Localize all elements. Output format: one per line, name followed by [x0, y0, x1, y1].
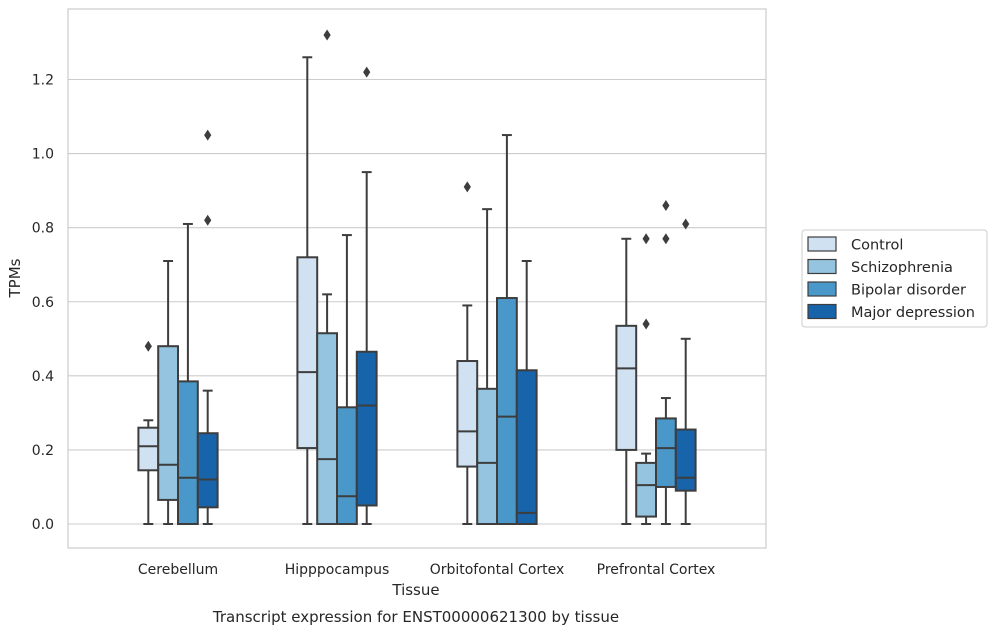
y-axis-label: TPMs	[6, 258, 24, 298]
y-tick-label: 0.0	[32, 517, 54, 533]
legend-label: Control	[851, 238, 903, 254]
box-body	[674, 428, 697, 492]
legend: Control Schizophrenia Bipolar disorder Majo…	[801, 229, 988, 328]
x-tick-labels: Cerebellum Hipppocampus Orbitofontal Corte…	[138, 562, 715, 578]
box-control	[615, 237, 638, 525]
box-schizophrenia	[635, 233, 658, 525]
box-major-depression	[515, 260, 538, 525]
box-body	[476, 387, 499, 525]
box-control	[296, 56, 319, 525]
outlier-point	[204, 214, 212, 226]
box-bipolar-disorder	[177, 222, 199, 525]
legend-frame	[801, 229, 988, 328]
outlier-point	[463, 181, 471, 193]
outlier-point	[363, 66, 371, 78]
outlier-point	[204, 129, 212, 141]
plot-frame	[67, 8, 767, 549]
box-major-depression	[196, 129, 219, 525]
box-body	[615, 324, 638, 451]
boxes	[137, 29, 697, 526]
box-body	[635, 461, 658, 518]
box-body	[496, 297, 518, 525]
legend-swatch	[807, 303, 837, 320]
box-schizophrenia	[316, 29, 339, 525]
x-axis-label: Tissue	[391, 581, 439, 599]
box-bipolar-disorder	[496, 134, 518, 525]
box-body	[655, 417, 677, 488]
legend-swatch	[807, 236, 837, 252]
x-tick-label: Cerebellum	[138, 562, 218, 578]
legend-label: Major depression	[851, 305, 975, 321]
outlier-point	[642, 318, 650, 330]
y-tick-label: 0.4	[32, 369, 54, 385]
chart-title: Transcript expression for ENST0000062130…	[212, 608, 619, 626]
box-schizophrenia	[157, 260, 179, 525]
box-body	[316, 332, 339, 525]
box-major-depression	[674, 218, 697, 525]
outlier-point	[662, 199, 670, 211]
outlier-point	[682, 218, 690, 230]
box-body	[296, 256, 319, 450]
y-tick-label: 1.0	[32, 147, 54, 163]
box-body	[157, 345, 179, 501]
box-body	[196, 432, 219, 509]
y-tick-label: 0.6	[32, 295, 54, 311]
legend-label: Schizophrenia	[851, 260, 953, 276]
legend-swatch	[807, 281, 837, 297]
box-control	[137, 340, 160, 525]
outlier-point	[323, 29, 331, 41]
box-control	[456, 181, 479, 525]
y-tick-labels: 0.0 0.2 0.4 0.6 0.8 1.0 1.2	[32, 73, 54, 534]
box-body	[177, 380, 199, 525]
box-bipolar-disorder	[336, 234, 358, 526]
x-tick-label: Hipppocampus	[285, 562, 390, 578]
box-body	[456, 360, 479, 468]
box-major-depression	[355, 66, 378, 525]
box-bipolar-disorder	[655, 199, 677, 525]
outlier-point	[642, 233, 650, 245]
box-body	[355, 350, 378, 507]
legend-swatch	[807, 258, 837, 275]
box-body	[336, 406, 358, 526]
box-body	[515, 369, 538, 525]
y-tick-label: 0.8	[32, 221, 54, 237]
box-body	[137, 426, 160, 472]
x-tick-label: Prefrontal Cortex	[597, 562, 716, 578]
outlier-point	[662, 233, 670, 245]
box-schizophrenia	[476, 208, 499, 525]
x-tick-label: Orbitofontal Cortex	[430, 562, 565, 578]
y-tick-label: 0.2	[32, 443, 54, 459]
outlier-point	[144, 340, 152, 352]
y-tick-label: 1.2	[32, 73, 54, 89]
legend-label: Bipolar disorder	[851, 283, 966, 299]
